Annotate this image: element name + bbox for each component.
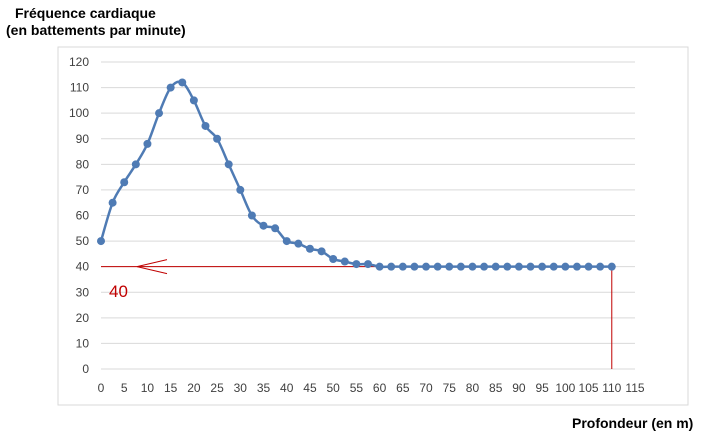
- x-tick-labels: 0 5 10 15 20 25 30 35 40 45 50 55 60 65 70 75 80 85 90 95 10…: [98, 381, 645, 395]
- data-point-20: [189, 96, 198, 105]
- plot-area-border: [57, 46, 689, 406]
- x-tick-35: 35: [257, 381, 271, 395]
- data-point-55: [352, 260, 361, 269]
- x-tick-100: 100: [555, 381, 575, 395]
- data-point-85: [491, 262, 500, 271]
- y-tick-70: 70: [76, 183, 90, 197]
- data-point-12.5: [155, 109, 164, 118]
- x-tick-30: 30: [234, 381, 248, 395]
- data-point-22.5: [201, 121, 210, 130]
- x-tick-115: 115: [625, 381, 644, 395]
- x-tick-55: 55: [350, 381, 364, 395]
- data-point-62.5: [387, 262, 396, 271]
- y-tick-120: 120: [69, 55, 89, 69]
- data-point-65: [398, 262, 407, 271]
- data-point-17.5: [178, 78, 187, 87]
- annotation-40-label: 40: [109, 282, 128, 301]
- data-point-50: [329, 254, 338, 263]
- x-tick-45: 45: [303, 381, 317, 395]
- x-axis-label: Profondeur (en m): [572, 415, 693, 431]
- data-point-87.5: [503, 262, 512, 271]
- data-point-95: [538, 262, 547, 271]
- annotation-arrow-left: [136, 259, 168, 275]
- x-tick-0: 0: [98, 381, 105, 395]
- data-point-5: [120, 178, 129, 187]
- data-point-42.5: [294, 239, 303, 248]
- data-point-27.5: [224, 160, 233, 169]
- data-point-30: [236, 185, 245, 194]
- data-point-80: [468, 262, 477, 271]
- y-tick-90: 90: [76, 132, 90, 146]
- data-point-45: [305, 244, 314, 253]
- data-point-0: [97, 237, 105, 246]
- x-tick-75: 75: [443, 381, 457, 395]
- data-point-102.5: [572, 262, 581, 271]
- data-point-7.5: [131, 160, 140, 169]
- y-tick-80: 80: [76, 157, 90, 171]
- x-tick-95: 95: [535, 381, 549, 395]
- data-point-92.5: [526, 262, 535, 271]
- x-tick-90: 90: [512, 381, 526, 395]
- series-group: [97, 78, 616, 271]
- y-tick-60: 60: [76, 209, 90, 223]
- x-tick-65: 65: [396, 381, 410, 395]
- data-point-2.5: [108, 198, 117, 207]
- x-tick-25: 25: [210, 381, 224, 395]
- x-tick-105: 105: [579, 381, 599, 395]
- x-tick-60: 60: [373, 381, 387, 395]
- y-axis-label-line1: Fréquence cardiaque: [15, 5, 156, 21]
- y-tick-10: 10: [76, 336, 90, 350]
- data-point-97.5: [549, 262, 558, 271]
- x-tick-50: 50: [326, 381, 340, 395]
- data-point-100: [561, 262, 570, 271]
- x-tick-5: 5: [121, 381, 128, 395]
- x-tick-10: 10: [141, 381, 155, 395]
- x-tick-110: 110: [602, 381, 621, 395]
- data-point-72.5: [433, 262, 442, 271]
- y-tick-30: 30: [76, 285, 90, 299]
- data-point-35: [259, 221, 268, 230]
- data-point-37.5: [271, 224, 280, 233]
- data-point-10: [143, 139, 152, 148]
- x-tick-40: 40: [280, 381, 294, 395]
- data-point-107.5: [596, 262, 605, 271]
- y-tick-labels: 0 10 20 30 40 50 60 70 80 90 100 110 120: [69, 55, 89, 376]
- data-point-105: [584, 262, 593, 271]
- data-point-25: [213, 134, 222, 143]
- y-tick-40: 40: [76, 260, 90, 274]
- data-point-60: [375, 262, 384, 271]
- data-point-52.5: [340, 257, 349, 266]
- y-tick-110: 110: [70, 81, 89, 95]
- x-tick-15: 15: [164, 381, 178, 395]
- data-point-32.5: [247, 211, 256, 220]
- data-point-75: [445, 262, 454, 271]
- data-point-15: [166, 83, 175, 92]
- data-point-67.5: [410, 262, 419, 271]
- y-tick-100: 100: [69, 106, 89, 120]
- y-axis-label-line2: (en battements par minute): [6, 22, 186, 38]
- data-point-57.5: [364, 260, 372, 269]
- data-point-77.5: [456, 262, 465, 271]
- y-tick-50: 50: [76, 234, 90, 248]
- x-tick-70: 70: [419, 381, 433, 395]
- y-tick-0: 0: [82, 362, 89, 376]
- x-tick-80: 80: [466, 381, 480, 395]
- data-point-40: [282, 237, 291, 246]
- data-point-70: [422, 262, 431, 271]
- data-point-47.5: [317, 247, 326, 256]
- y-tick-20: 20: [76, 311, 90, 325]
- data-point-82.5: [480, 262, 489, 271]
- data-point-90: [514, 262, 523, 271]
- x-tick-85: 85: [489, 381, 503, 395]
- x-tick-20: 20: [187, 381, 201, 395]
- data-point-110: [607, 262, 616, 271]
